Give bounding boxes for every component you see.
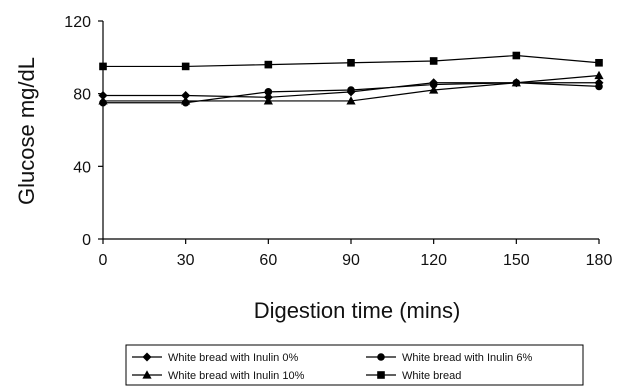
x-axis-title: Digestion time (mins) xyxy=(254,298,461,323)
data-point xyxy=(181,62,190,71)
y-axis-ticks: 0 40 80 120 xyxy=(64,14,103,249)
series-4 xyxy=(99,51,603,71)
data-point xyxy=(181,96,191,105)
y-axis-title: Glucose mg/dL xyxy=(14,57,39,205)
data-point xyxy=(347,58,355,67)
legend-marker xyxy=(377,371,385,379)
data-point xyxy=(99,62,107,71)
legend-entry: White bread with Inulin 6% xyxy=(366,352,532,364)
legend-entry: White bread with Inulin 10% xyxy=(132,370,305,382)
x-tick-label: 120 xyxy=(420,252,447,269)
legend-entry: White bread xyxy=(366,370,461,382)
x-axis-ticks: 0 30 60 90 120 150 180 xyxy=(99,239,613,269)
x-tick-label: 90 xyxy=(342,252,360,269)
legend-entry: White bread with Inulin 0% xyxy=(132,352,298,364)
x-tick-label: 30 xyxy=(177,252,195,269)
series-layer xyxy=(98,51,604,107)
legend-marker xyxy=(142,370,152,379)
legend-box xyxy=(125,344,584,386)
y-tick-label: 80 xyxy=(73,87,91,104)
legend-label: White bread xyxy=(402,370,461,382)
data-point xyxy=(264,88,273,96)
x-tick-label: 180 xyxy=(586,252,613,269)
legend-label: White bread with Inulin 0% xyxy=(168,352,298,364)
data-point xyxy=(98,90,108,100)
data-point xyxy=(594,70,604,80)
y-tick-label: 40 xyxy=(73,159,91,176)
axes xyxy=(102,21,599,240)
series-3 xyxy=(98,70,604,105)
data-point xyxy=(347,86,355,94)
data-point xyxy=(263,96,273,105)
legend-label: White bread with Inulin 10% xyxy=(168,370,305,382)
data-point xyxy=(346,96,356,105)
data-point xyxy=(429,57,438,65)
data-point xyxy=(429,80,438,89)
data-point xyxy=(512,51,521,60)
x-tick-label: 60 xyxy=(259,252,277,269)
data-point xyxy=(181,90,191,100)
legend-label: White bread with Inulin 6% xyxy=(402,352,532,364)
x-tick-label: 0 xyxy=(99,252,108,269)
legend-marker xyxy=(142,352,152,362)
data-point xyxy=(98,96,108,105)
data-point xyxy=(595,82,603,91)
data-point xyxy=(264,60,273,69)
data-point xyxy=(511,77,521,87)
x-tick-label: 150 xyxy=(503,252,530,269)
y-tick-label: 120 xyxy=(64,14,91,31)
legend: White bread with Inulin 0% White bread wi… xyxy=(125,344,584,386)
y-tick-label: 0 xyxy=(82,232,91,249)
data-point xyxy=(429,85,439,94)
data-point xyxy=(595,58,603,67)
legend-marker xyxy=(377,353,385,361)
